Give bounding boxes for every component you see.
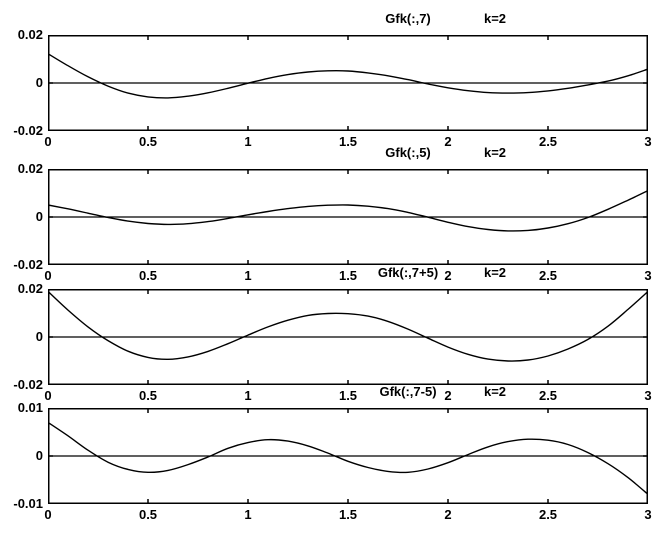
x-tick-label: 0.5 bbox=[138, 388, 158, 403]
subplot-title: Gfk(:,5) k=2 bbox=[48, 145, 648, 161]
y-tick-label: 0 bbox=[35, 209, 43, 225]
x-tick-label: 2 bbox=[444, 134, 452, 149]
subplot-gfk-7-minus-5: Gfk(:,7-5) k=2 -0.01 0 0.01 0 0.5 1 1.5 2 2.5 3 bbox=[13, 384, 651, 522]
x-tick-label: 2.5 bbox=[538, 268, 558, 283]
x-tick-label: 0.5 bbox=[138, 507, 158, 522]
y-tick-label: 0 bbox=[35, 75, 43, 91]
x-tick-label: 3 bbox=[644, 268, 652, 283]
x-tick-label: 3 bbox=[644, 134, 652, 149]
plot-area bbox=[48, 169, 648, 265]
x-tick-label: 3 bbox=[644, 388, 652, 403]
y-tick-label: -0.02 bbox=[13, 123, 43, 139]
x-tick-label: 0 bbox=[44, 268, 52, 283]
x-tick-label: 3 bbox=[644, 507, 652, 522]
y-tick-label: 0.02 bbox=[17, 27, 43, 43]
subplot-title: Gfk(:,7) k=2 bbox=[48, 11, 648, 27]
subplot-title: Gfk(:,7-5) k=2 bbox=[48, 384, 648, 400]
y-tick-label: 0 bbox=[35, 448, 43, 464]
x-tick-label: 2.5 bbox=[538, 507, 558, 522]
x-tick-label: 2.5 bbox=[538, 134, 558, 149]
subplot-title-text: Gfk(:,7+5) bbox=[377, 265, 439, 280]
x-tick-label: 1 bbox=[244, 507, 252, 522]
x-tick-label: 0.5 bbox=[138, 134, 158, 149]
x-tick-label: 1 bbox=[244, 388, 252, 403]
x-tick-label: 0.5 bbox=[138, 268, 158, 283]
axes-frame bbox=[48, 169, 648, 265]
data-curve bbox=[48, 189, 648, 232]
subplot-gfk-7: Gfk(:,7) k=2 -0.02 0 0.02 0 0.5 1 1.5 2 2.5 3 bbox=[13, 11, 651, 149]
subplot-gfk-5: Gfk(:,5) k=2 -0.02 0 0.02 0 0.5 1 1.5 2 2.5 3 bbox=[13, 145, 651, 283]
y-tick-label: 0.02 bbox=[17, 281, 43, 297]
x-tick-label: 0 bbox=[44, 507, 52, 522]
x-tick-label: 2 bbox=[444, 268, 452, 283]
y-tick-label: -0.02 bbox=[13, 377, 43, 393]
subplot-title-annotation: k=2 bbox=[483, 265, 507, 280]
subplot-title: Gfk(:,7+5) k=2 bbox=[48, 265, 648, 281]
x-tick-label: 2.5 bbox=[538, 388, 558, 403]
plot-area bbox=[48, 289, 648, 385]
x-tick-label: 1.5 bbox=[338, 507, 358, 522]
subplot-title-text: Gfk(:,5) bbox=[385, 145, 431, 160]
plot-area bbox=[48, 35, 648, 131]
x-tick-label: 2 bbox=[444, 388, 452, 403]
data-curve bbox=[48, 53, 648, 99]
subplot-title-annotation: k=2 bbox=[483, 11, 507, 26]
x-tick-label: 1 bbox=[244, 134, 252, 149]
x-tick-label: 1.5 bbox=[338, 388, 358, 403]
y-tick-label: -0.01 bbox=[13, 496, 43, 512]
subplot-title-text: Gfk(:,7) bbox=[385, 11, 431, 26]
subplot-title-text: Gfk(:,7-5) bbox=[379, 384, 437, 399]
x-tick-label: 1.5 bbox=[338, 134, 358, 149]
axes-frame bbox=[48, 408, 648, 504]
plot-area bbox=[48, 408, 648, 504]
subplot-title-annotation: k=2 bbox=[483, 384, 507, 399]
axes-frame bbox=[48, 35, 648, 131]
y-tick-label: 0.01 bbox=[17, 400, 43, 416]
x-tick-label: 0 bbox=[44, 134, 52, 149]
axes-frame bbox=[48, 289, 648, 385]
y-tick-label: 0.02 bbox=[17, 161, 43, 177]
x-tick-label: 1 bbox=[244, 268, 252, 283]
y-tick-label: -0.02 bbox=[13, 257, 43, 273]
subplot-title-annotation: k=2 bbox=[483, 145, 507, 160]
subplot-gfk-7-plus-5: Gfk(:,7+5) k=2 -0.02 0 0.02 0 0.5 1 1.5 2 2.5 3 bbox=[13, 265, 651, 403]
data-curve bbox=[48, 290, 648, 362]
x-tick-label: 0 bbox=[44, 388, 52, 403]
y-tick-label: 0 bbox=[35, 329, 43, 345]
data-curve bbox=[48, 421, 648, 496]
x-tick-label: 1.5 bbox=[338, 268, 358, 283]
x-tick-label: 2 bbox=[444, 507, 452, 522]
